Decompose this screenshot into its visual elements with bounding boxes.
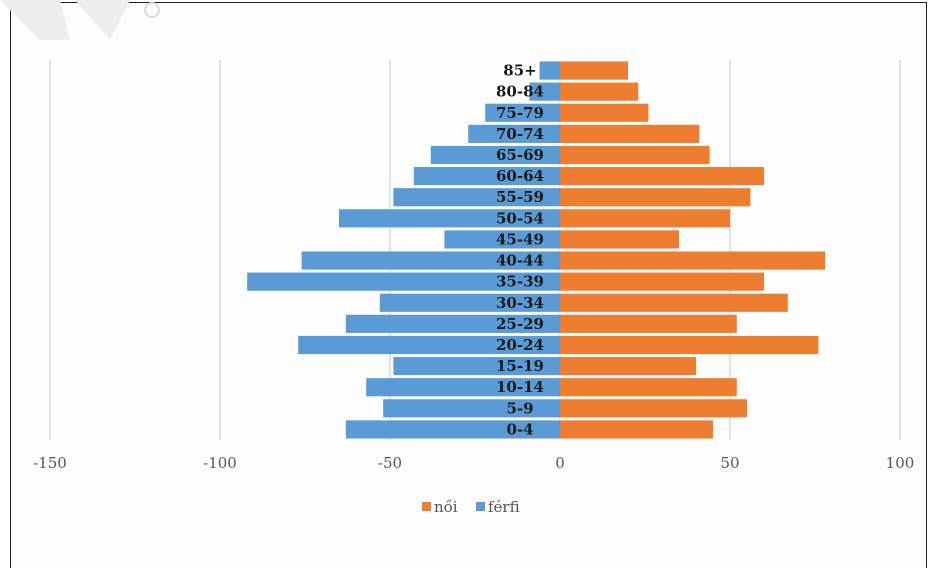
category-label: 50-54: [496, 209, 544, 227]
bar-noi: [560, 272, 764, 291]
legend-label: női: [434, 498, 458, 516]
x-tick-label: -50: [378, 454, 402, 472]
bar-noi: [560, 188, 751, 207]
category-label: 30-34: [496, 294, 544, 312]
category-label: 5-9: [506, 399, 533, 417]
category-label: 20-24: [496, 336, 544, 354]
category-label: 40-44: [496, 252, 544, 270]
bar-noi: [560, 167, 764, 186]
legend-swatch: [422, 502, 431, 511]
bar-noi: [560, 378, 737, 397]
category-label: 45-49: [496, 230, 544, 248]
x-tick-label: 0: [555, 454, 565, 472]
category-label: 80-84: [496, 83, 544, 101]
bar-ferfi: [379, 293, 560, 312]
bar-ferfi: [539, 61, 560, 80]
bar-noi: [560, 124, 700, 143]
bar-noi: [560, 357, 696, 376]
category-label: 75-79: [496, 104, 544, 122]
x-tick-label: -150: [33, 454, 67, 472]
bar-ferfi: [345, 420, 560, 439]
bar-noi: [560, 251, 826, 270]
bar-noi: [560, 82, 639, 101]
category-label: 10-14: [496, 378, 544, 396]
bar-ferfi: [247, 272, 560, 291]
bar-noi: [560, 209, 730, 228]
category-label: 85+: [503, 62, 536, 80]
bar-ferfi: [485, 103, 560, 122]
bar-ferfi: [383, 399, 560, 418]
bar-ferfi: [529, 82, 560, 101]
bar-noi: [560, 335, 819, 355]
bar-noi: [560, 293, 788, 312]
bar-noi: [560, 103, 649, 122]
bar-noi: [560, 145, 710, 165]
x-tick-label: 50: [720, 454, 739, 472]
x-tick-label: -100: [203, 454, 237, 472]
bar-ferfi: [393, 357, 560, 376]
bar-ferfi: [393, 188, 560, 207]
legend: női férfi: [422, 498, 520, 516]
category-label: 70-74: [496, 125, 544, 143]
grid-lines: [49, 60, 901, 440]
bar-ferfi: [345, 314, 560, 333]
bar-ferfi: [298, 335, 560, 355]
category-label: 65-69: [496, 146, 544, 164]
category-label: 35-39: [496, 273, 544, 291]
bar-ferfi: [430, 145, 560, 165]
bar-ferfi: [413, 167, 560, 186]
x-axis-ticks: -150 -100 -50 0 50 100: [33, 454, 914, 472]
bar-noi: [560, 230, 679, 249]
bar-ferfi: [468, 124, 560, 143]
bar-ferfi: [444, 230, 560, 249]
category-label: 25-29: [496, 315, 544, 333]
category-label: 55-59: [496, 188, 544, 206]
bar-noi: [560, 61, 628, 80]
bar-ferfi: [301, 251, 560, 270]
x-tick-label: 100: [886, 454, 915, 472]
bar-ferfi: [339, 209, 560, 228]
bar-noi: [560, 399, 747, 418]
category-label: 0-4: [506, 420, 533, 438]
legend-label: férfi: [488, 498, 520, 516]
bar-ferfi: [366, 378, 560, 397]
category-label: 60-64: [496, 167, 544, 185]
bar-noi: [560, 314, 737, 333]
category-labels: 0-4 5-9 10-14 15-19 20-24 25-29 30-34 35-39 40-4…: [496, 62, 544, 439]
bar-noi: [560, 420, 713, 439]
legend-swatch: [476, 502, 485, 511]
bars: [247, 61, 826, 439]
category-label: 15-19: [496, 357, 544, 375]
